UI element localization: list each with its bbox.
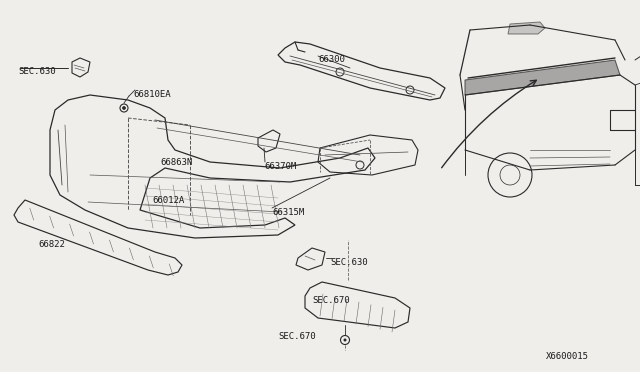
Text: SEC.630: SEC.630 (18, 67, 56, 76)
Text: 66863N: 66863N (160, 158, 192, 167)
Text: SEC.670: SEC.670 (278, 332, 316, 341)
Polygon shape (465, 60, 620, 95)
Text: 66315M: 66315M (272, 208, 304, 217)
Polygon shape (508, 22, 545, 34)
Text: 66822: 66822 (38, 240, 65, 249)
Circle shape (122, 106, 125, 109)
Circle shape (344, 339, 346, 341)
Text: SEC.670: SEC.670 (312, 296, 349, 305)
Text: 66012A: 66012A (152, 196, 184, 205)
Text: 66300: 66300 (318, 55, 345, 64)
Text: X6600015: X6600015 (546, 352, 589, 361)
Text: 66810EA: 66810EA (133, 90, 171, 99)
Text: 66370M: 66370M (264, 162, 296, 171)
Text: SEC.630: SEC.630 (330, 258, 367, 267)
